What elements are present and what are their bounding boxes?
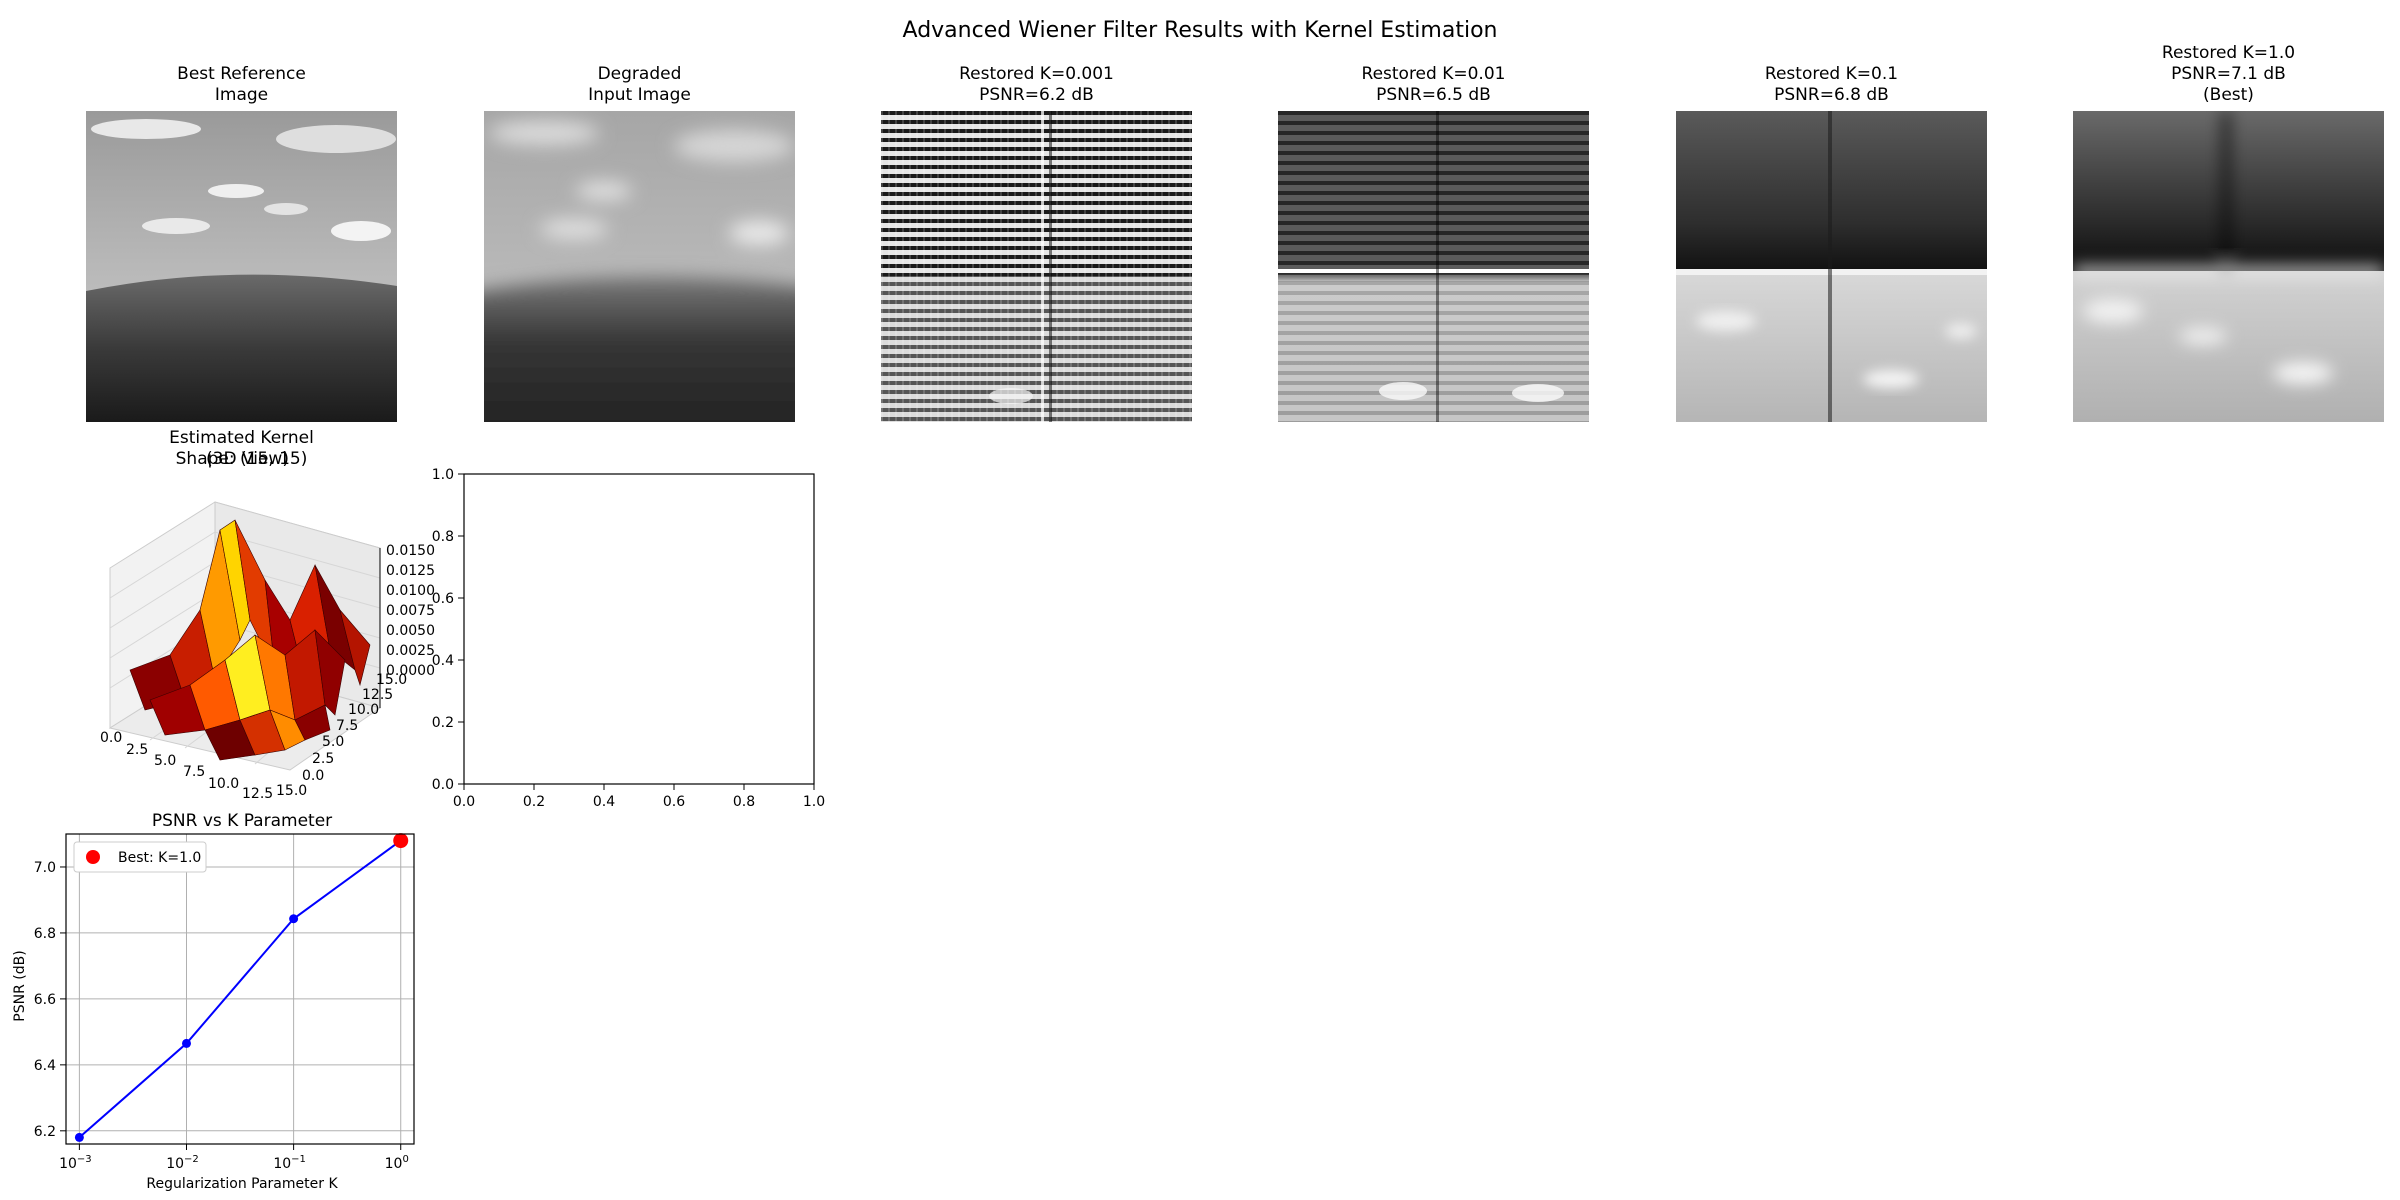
- kernel-z-tick: 0.0050: [386, 623, 435, 639]
- kernel-z-tick: 0.0125: [386, 563, 435, 579]
- empty-x-tick: 0.4: [593, 794, 615, 810]
- y-tick-label: 6.6: [34, 992, 56, 1008]
- kernel-z-tick: 0.0100: [386, 583, 435, 599]
- empty-y-tick: 0.6: [432, 591, 454, 607]
- panel-title-restored-k0001: Restored K=0.001 PSNR=6.2 dB: [959, 64, 1114, 105]
- panel-title-restored-k001: Restored K=0.01 PSNR=6.5 dB: [1361, 64, 1506, 105]
- legend-best-label: Best: K=1.0: [118, 850, 201, 866]
- empty-x-tick: 0.0: [453, 794, 475, 810]
- psnr-series-line: [78, 839, 402, 1139]
- empty-y-tick: 0.4: [432, 653, 454, 669]
- restored-image-k1-best: [2073, 111, 2384, 422]
- psnr-chart-xlabel: Regularization Parameter K: [146, 1176, 338, 1192]
- psnr-data-point: [181, 1038, 191, 1048]
- x-tick-label: 100: [385, 1154, 409, 1172]
- degraded-image: [484, 111, 795, 422]
- panel-title-restored-k01: Restored K=0.1 PSNR=6.8 dB: [1764, 64, 1899, 105]
- kernel-x-tick: 2.5: [126, 742, 148, 758]
- restored-image-k001: [1278, 111, 1589, 422]
- kernel-z-tick: 0.0150: [386, 543, 435, 559]
- psnr-chart-ylabel: PSNR (dB): [12, 950, 28, 1021]
- kernel-title-line2-view: (3D View): [206, 449, 289, 469]
- best-k-marker: [393, 833, 409, 849]
- psnr-vs-k-chart: PSNR vs K Parameter Regularization Param…: [12, 811, 415, 1192]
- empty-x-tick: 0.6: [663, 794, 685, 810]
- kernel-y-tick: 0.0: [302, 768, 324, 784]
- panel-title-degraded: Degraded Input Image: [588, 64, 691, 105]
- psnr-legend: Best: K=1.0: [73, 841, 207, 873]
- kernel-z-tick: 0.0000: [386, 663, 435, 679]
- kernel-y-tick: 10.0: [348, 702, 379, 718]
- kernel-3d-surface: 0.0150 0.0125 0.0100 0.0075 0.0050 0.002…: [100, 501, 435, 802]
- empty-y-tick: 0.2: [432, 715, 454, 731]
- empty-x-tick: 0.8: [733, 794, 755, 810]
- kernel-title-line1: Estimated Kernel: [169, 428, 314, 448]
- empty-x-tick: 0.2: [523, 794, 545, 810]
- psnr-data-point: [289, 914, 299, 924]
- x-tick-label: 10−3: [59, 1154, 92, 1172]
- y-tick-label: 6.8: [34, 926, 56, 942]
- empty-axes: 0.0 0.2 0.4 0.6 0.8 1.0 0.0 0.2 0.4 0.6 …: [432, 467, 825, 810]
- kernel-x-tick: 12.5: [242, 786, 273, 802]
- kernel-x-tick: 10.0: [208, 776, 239, 792]
- y-tick-label: 7.0: [34, 860, 56, 876]
- kernel-x-tick: 15.0: [276, 783, 307, 799]
- panel-title-restored-k1-best: Restored K=1.0 PSNR=7.1 dB (Best): [2161, 43, 2296, 105]
- panel-title-reference: Best Reference Image: [177, 64, 306, 105]
- kernel-z-tick: 0.0025: [386, 643, 435, 659]
- y-tick-label: 6.2: [34, 1124, 56, 1140]
- x-tick-label: 10−1: [273, 1154, 306, 1172]
- restored-image-k0001: [881, 111, 1192, 422]
- empty-y-tick: 0.8: [432, 529, 454, 545]
- kernel-title-line2-shape: Shape: (15, 15): [175, 449, 308, 469]
- empty-x-tick: 1.0: [803, 794, 825, 810]
- kernel-y-tick: 12.5: [362, 687, 393, 703]
- x-tick-label: 10−2: [166, 1154, 199, 1172]
- psnr-data-point: [74, 1132, 84, 1142]
- kernel-x-tick: 0.0: [100, 730, 122, 746]
- kernel-y-tick: 15.0: [376, 672, 407, 688]
- empty-y-tick: 0.0: [432, 777, 454, 793]
- reference-image: [86, 111, 397, 422]
- psnr-plot-frame: [65, 833, 415, 1145]
- kernel-z-tick: 0.0075: [386, 603, 435, 619]
- kernel-y-tick: 2.5: [312, 751, 334, 767]
- empty-y-tick: 1.0: [432, 467, 454, 483]
- kernel-x-tick: 5.0: [154, 753, 176, 769]
- legend-best-marker: [86, 850, 100, 864]
- restored-image-k01: [1676, 111, 1987, 422]
- kernel-y-tick: 5.0: [322, 734, 344, 750]
- y-tick-label: 6.4: [34, 1058, 56, 1074]
- psnr-chart-title: PSNR vs K Parameter: [152, 811, 332, 831]
- kernel-x-tick: 7.5: [183, 764, 205, 780]
- kernel-y-tick: 7.5: [336, 718, 358, 734]
- figure-title: Advanced Wiener Filter Results with Kern…: [902, 18, 1498, 43]
